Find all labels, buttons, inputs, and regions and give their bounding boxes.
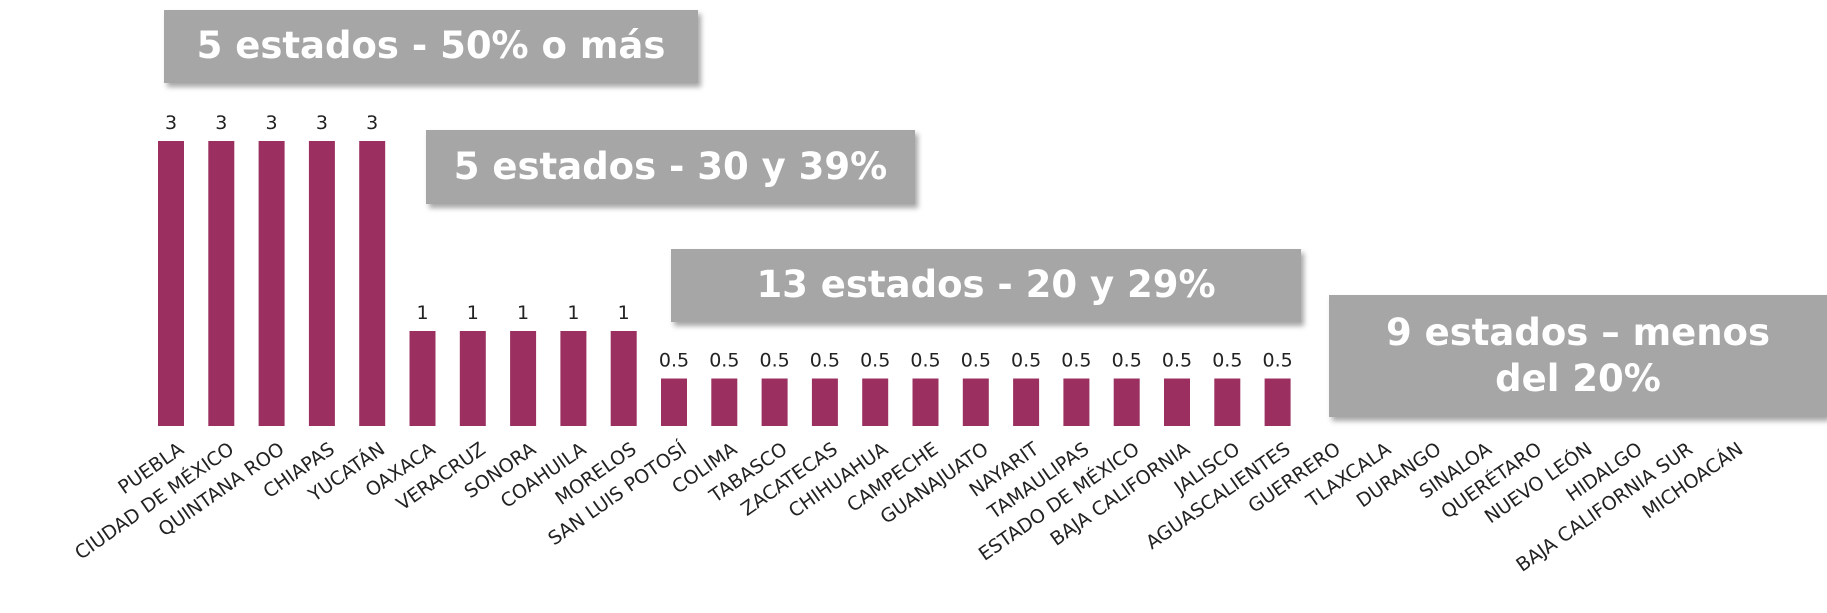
value-label: 3 — [215, 112, 227, 134]
bar — [761, 378, 788, 426]
value-label: 0.5 — [1162, 350, 1192, 372]
value-label: 1 — [567, 302, 579, 324]
bar — [962, 378, 989, 426]
annotation: 5 estados - 50% o más — [164, 10, 698, 83]
bar — [1013, 378, 1040, 426]
bar — [308, 141, 335, 426]
value-label: 3 — [316, 112, 328, 134]
value-label: 0.5 — [1112, 350, 1142, 372]
bar — [158, 141, 184, 426]
bar — [409, 331, 436, 426]
annotation: 13 estados - 20 y 29% — [671, 249, 1301, 322]
bar — [1113, 378, 1140, 426]
bar — [1214, 378, 1241, 426]
annotation: 5 estados - 30 y 39% — [426, 130, 915, 204]
value-label: 0.5 — [1212, 350, 1242, 372]
value-label: 0.5 — [1262, 350, 1292, 372]
bar — [560, 331, 587, 426]
value-label: 0.5 — [860, 350, 890, 372]
bar — [912, 378, 939, 426]
bar — [510, 331, 537, 426]
bar — [1264, 378, 1291, 426]
bar — [1063, 378, 1090, 426]
value-label: 0.5 — [810, 350, 840, 372]
value-label: 3 — [266, 112, 278, 134]
value-label: 0.5 — [961, 350, 991, 372]
bar — [610, 331, 637, 426]
bar — [661, 378, 687, 426]
bar — [258, 141, 285, 426]
bar — [359, 141, 386, 426]
bar — [811, 378, 838, 426]
value-label: 0.5 — [1011, 350, 1041, 372]
value-label: 0.5 — [759, 350, 789, 372]
annotation: 9 estados – menos del 20% — [1329, 295, 1827, 417]
bar — [459, 331, 486, 426]
value-label: 0.5 — [1061, 350, 1091, 372]
bar — [1164, 378, 1190, 426]
bar — [208, 141, 235, 426]
bar — [862, 378, 889, 426]
value-label: 3 — [366, 112, 378, 134]
value-label: 0.5 — [659, 350, 689, 372]
value-label: 3 — [165, 112, 177, 134]
value-label: 0.5 — [709, 350, 739, 372]
bar — [711, 378, 738, 426]
value-label: 1 — [618, 302, 630, 324]
value-label: 1 — [416, 302, 428, 324]
value-label: 1 — [467, 302, 479, 324]
value-label: 1 — [517, 302, 529, 324]
value-label: 0.5 — [910, 350, 940, 372]
